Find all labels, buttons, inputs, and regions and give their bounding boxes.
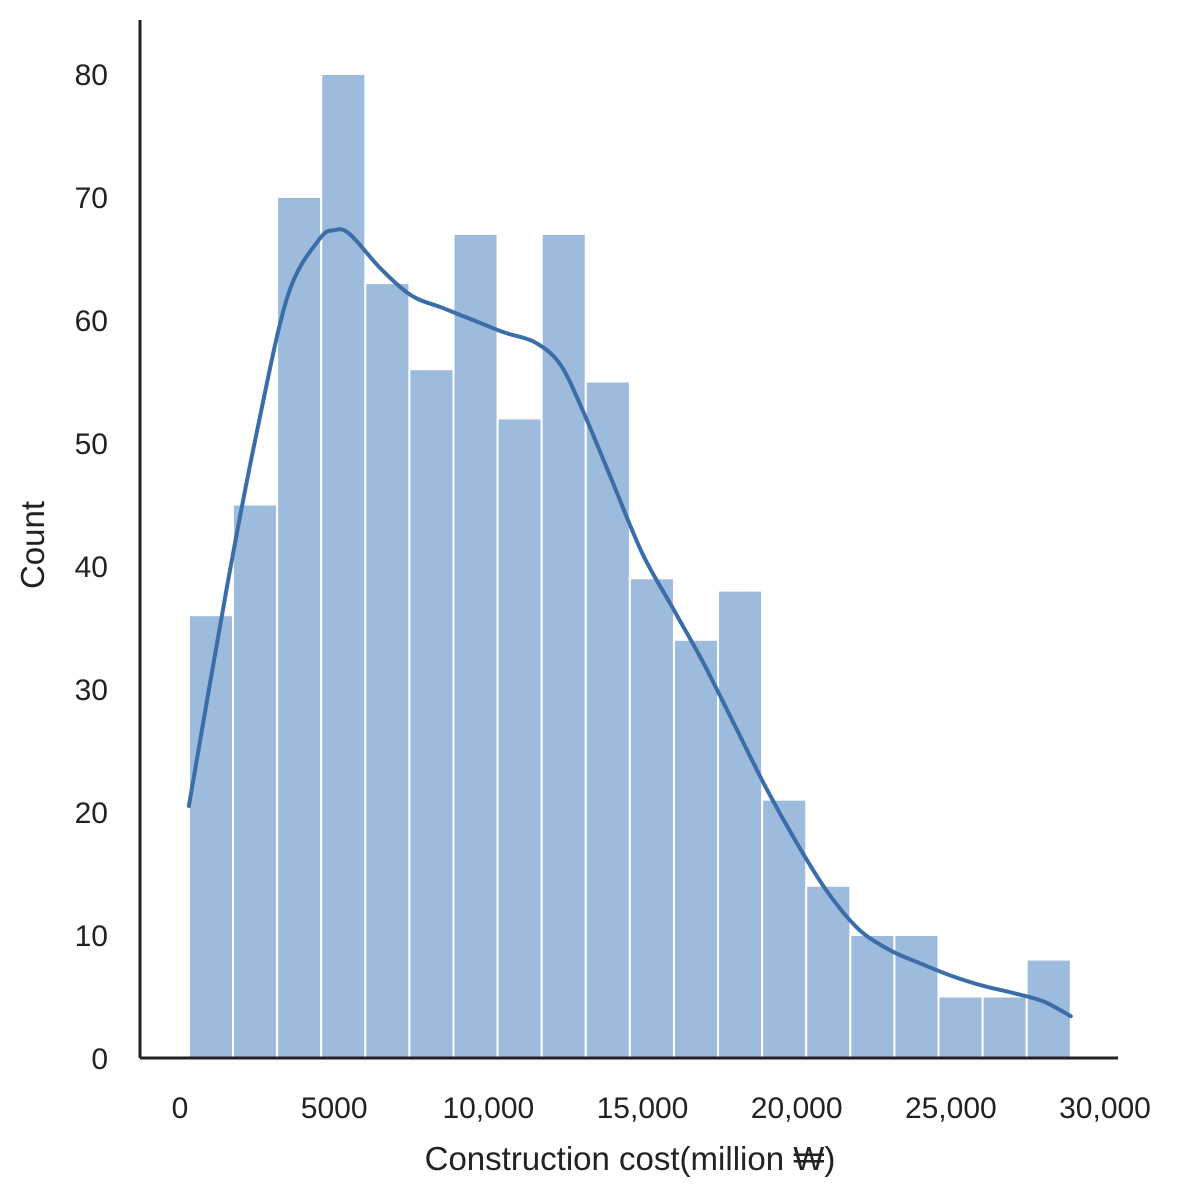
y-tick-label: 60: [75, 305, 108, 338]
histogram-bar-17: [937, 995, 984, 1059]
x-tick-label: 5000: [301, 1092, 368, 1125]
y-tick-label: 30: [75, 674, 108, 707]
histogram-bar-19: [1025, 958, 1072, 1059]
y-tick-label: 40: [75, 551, 108, 584]
histogram-bar-15: [849, 934, 896, 1059]
histogram-bar-11: [672, 638, 720, 1059]
x-tick-label: 20,000: [751, 1092, 843, 1125]
histogram-bar-10: [628, 577, 675, 1059]
histogram-bar-4: [364, 282, 411, 1060]
y-tick-labels: 0 10 20 30 40 50 60 70 80: [75, 59, 108, 1076]
histogram-bar-12: [717, 589, 764, 1059]
x-tick-label: 0: [172, 1092, 189, 1125]
y-tick-label: 10: [75, 920, 108, 953]
histogram-bar-9: [584, 380, 631, 1059]
y-tick-label: 20: [75, 797, 108, 830]
histogram-bar-13: [761, 798, 808, 1059]
histogram-bar-6: [452, 232, 499, 1059]
histogram-bar-1: [232, 503, 279, 1059]
histogram-bar-18: [981, 995, 1028, 1059]
x-tick-label: 15,000: [597, 1092, 689, 1125]
x-axis-title: Construction cost(million ₩): [425, 1140, 836, 1177]
y-axis-title: Count: [14, 501, 51, 589]
x-tick-label: 25,000: [905, 1092, 997, 1125]
y-tick-label: 50: [75, 428, 108, 461]
kde-curve: [186, 227, 1073, 1019]
histogram-bar-5: [408, 368, 455, 1059]
x-tick-label: 10,000: [442, 1092, 534, 1125]
x-tick-label: 30,000: [1059, 1092, 1151, 1125]
x-tick-labels: 0 5000 10,000 15,000 20,000 25,000 30,000: [172, 1092, 1151, 1125]
histogram-bar-7: [496, 417, 543, 1059]
histogram-bars: [187, 73, 1072, 1060]
histogram-bar-8: [540, 232, 587, 1059]
histogram-bar-3: [320, 73, 367, 1059]
histogram-bar-2: [276, 196, 323, 1059]
y-tick-label: 80: [75, 59, 108, 92]
y-tick-label: 70: [75, 182, 108, 215]
y-tick-label: 0: [91, 1043, 108, 1076]
